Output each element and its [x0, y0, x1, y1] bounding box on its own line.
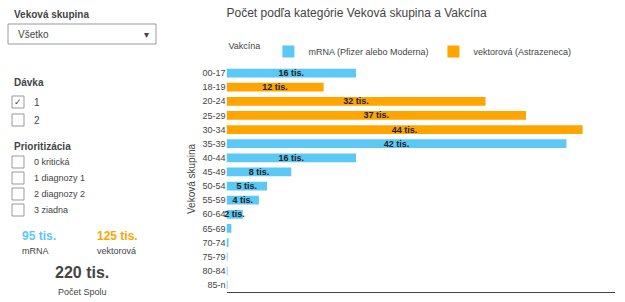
svg-text:4 tis.: 4 tis. — [232, 195, 253, 205]
svg-text:Dávka: Dávka — [14, 77, 44, 88]
svg-text:32 tis.: 32 tis. — [343, 96, 369, 106]
svg-text:Veková skupina: Veková skupina — [14, 9, 89, 20]
svg-text:0 kritická: 0 kritická — [34, 157, 70, 167]
svg-text:45-49: 45-49 — [202, 167, 225, 177]
svg-text:60-64: 60-64 — [202, 209, 225, 219]
svg-text:mRNA: mRNA — [22, 246, 49, 256]
svg-text:Vakcína: Vakcína — [229, 41, 261, 51]
svg-text:65-69: 65-69 — [202, 224, 225, 234]
svg-text:00-17: 00-17 — [202, 68, 225, 78]
svg-text:44 tis.: 44 tis. — [392, 125, 418, 135]
svg-text:18-19: 18-19 — [202, 82, 225, 92]
svg-text:37 tis.: 37 tis. — [363, 110, 389, 120]
svg-text:70-74: 70-74 — [202, 238, 225, 248]
svg-text:Počet podľa kategórie Veková s: Počet podľa kategórie Veková skupina a V… — [227, 6, 487, 20]
svg-text:30-34: 30-34 — [202, 125, 225, 135]
svg-text:1: 1 — [34, 97, 40, 108]
svg-text:Počet Spolu: Počet Spolu — [58, 287, 107, 297]
svg-text:12 tis.: 12 tis. — [262, 82, 288, 92]
svg-text:75-79: 75-79 — [202, 252, 225, 262]
svg-text:2: 2 — [34, 115, 40, 126]
svg-text:5 tis.: 5 tis. — [236, 181, 257, 191]
svg-text:95 tis.: 95 tis. — [22, 229, 56, 243]
svg-text:Prioritizácia: Prioritizácia — [14, 141, 71, 152]
svg-text:1 diagnozy 1: 1 diagnozy 1 — [34, 173, 85, 183]
svg-text:55-59: 55-59 — [202, 195, 225, 205]
svg-text:16 tis.: 16 tis. — [279, 68, 305, 78]
svg-text:Veková skupina: Veková skupina — [186, 144, 197, 214]
svg-text:50-54: 50-54 — [202, 181, 225, 191]
svg-text:▾: ▾ — [144, 29, 149, 40]
svg-text:vektorová (Astrazeneca): vektorová (Astrazeneca) — [473, 47, 571, 57]
svg-text:2 tis.: 2 tis. — [224, 209, 245, 219]
svg-text:80-84: 80-84 — [202, 266, 225, 276]
svg-text:42 tis.: 42 tis. — [384, 139, 410, 149]
svg-text:40-44: 40-44 — [202, 153, 225, 163]
svg-text:2 diagnozy 2: 2 diagnozy 2 — [34, 189, 85, 199]
svg-text:3 ziadna: 3 ziadna — [34, 205, 68, 215]
svg-text:Všetko: Všetko — [18, 29, 49, 40]
svg-text:85-n: 85-n — [208, 280, 226, 290]
svg-text:35-39: 35-39 — [202, 139, 225, 149]
svg-text:25-29: 25-29 — [202, 111, 225, 121]
svg-text:16 tis.: 16 tis. — [279, 153, 305, 163]
svg-text:8 tis.: 8 tis. — [249, 167, 270, 177]
svg-text:✓: ✓ — [14, 97, 22, 107]
svg-text:mRNA (Pfizer alebo Moderna): mRNA (Pfizer alebo Moderna) — [308, 47, 428, 57]
svg-text:20-24: 20-24 — [202, 96, 225, 106]
svg-text:vektorová: vektorová — [97, 246, 136, 256]
svg-text:220 tis.: 220 tis. — [55, 264, 109, 281]
svg-text:125 tis.: 125 tis. — [97, 229, 138, 243]
